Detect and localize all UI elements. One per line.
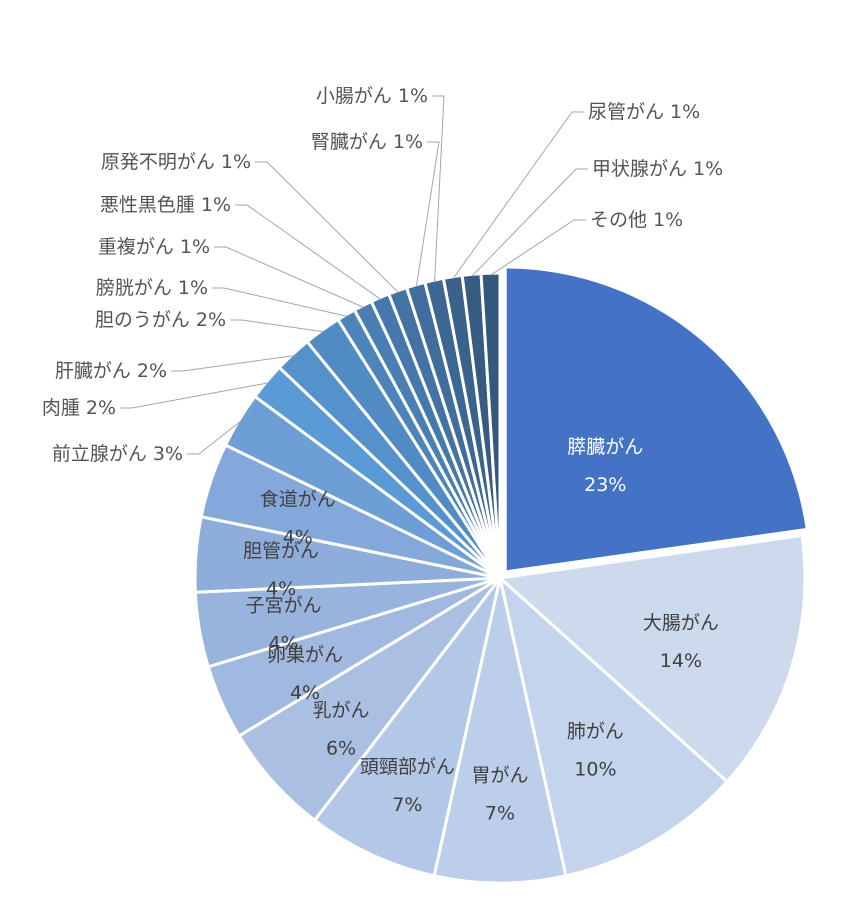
leader-line bbox=[415, 141, 440, 287]
slice-label: 膵臓がん bbox=[567, 436, 643, 458]
leader-line bbox=[235, 204, 382, 300]
pie-slice bbox=[496, 533, 807, 784]
slice-percent-label: 4% bbox=[290, 682, 320, 704]
slice-label: その他 1% bbox=[590, 209, 683, 231]
slice-percent-label: 6% bbox=[326, 738, 356, 760]
slice-percent-label: 4% bbox=[266, 578, 296, 600]
pie-slices bbox=[193, 265, 809, 885]
leader-line bbox=[490, 219, 586, 276]
slice-label: 重複がん 1% bbox=[98, 236, 210, 258]
slice-label: 腎臓がん 1% bbox=[311, 131, 423, 153]
slice-percent-label: 4% bbox=[269, 632, 299, 654]
leader-line bbox=[230, 319, 324, 333]
leader-line bbox=[187, 420, 242, 455]
leader-line bbox=[120, 382, 269, 409]
slice-label: 胆管がん bbox=[243, 540, 319, 562]
slice-label: 膀胱がん 1% bbox=[96, 277, 208, 299]
slice-label: 胃がん bbox=[471, 764, 528, 786]
slice-label: 大腸がん bbox=[643, 612, 719, 634]
slice-percent-label: 23% bbox=[584, 474, 626, 496]
slice-label: 前立腺がん 3% bbox=[52, 443, 183, 465]
slice-label: 尿管がん 1% bbox=[588, 101, 700, 123]
leader-line bbox=[452, 111, 584, 279]
pie-slice bbox=[497, 573, 730, 878]
slice-label: 肺がん bbox=[567, 720, 624, 742]
slice-label: 肝臓がん 2% bbox=[55, 360, 167, 382]
leader-line bbox=[471, 168, 588, 277]
slice-label: 甲状腺がん 1% bbox=[592, 158, 723, 180]
pie-slice bbox=[479, 271, 502, 579]
slice-label: 悪性黒色腫 1% bbox=[100, 194, 231, 216]
leader-line bbox=[171, 355, 295, 372]
leader-line bbox=[432, 95, 445, 283]
pie-slice bbox=[503, 265, 809, 574]
slice-label: 食道がん bbox=[260, 489, 336, 511]
leader-line bbox=[255, 161, 399, 293]
slice-label: 原発不明がん 1% bbox=[101, 151, 251, 173]
slice-label: 胆のうがん 2% bbox=[95, 309, 226, 331]
leader-line bbox=[214, 246, 364, 308]
slice-percent-label: 7% bbox=[392, 794, 422, 816]
slice-label: 肉腫 2% bbox=[42, 397, 116, 419]
slice-labels: 膵臓がん 23% 大腸がん 14% 肺がん 10% 胃がん 7% 頭頸部がん 7% 乳がん 6% 卵巣が… bbox=[42, 85, 723, 824]
pie-slice bbox=[312, 577, 502, 878]
slice-label: 卵巣がん bbox=[267, 644, 343, 666]
slice-label: 小腸がん 1% bbox=[316, 85, 428, 107]
slice-percent-label: 14% bbox=[660, 650, 702, 672]
slice-label: 頭頸部がん bbox=[360, 756, 455, 778]
slice-percent-label: 4% bbox=[283, 527, 313, 549]
pie-slice bbox=[432, 577, 568, 885]
slice-label: 子宮がん bbox=[246, 594, 322, 616]
slice-percent-label: 10% bbox=[574, 758, 616, 780]
leader-lines bbox=[120, 95, 588, 455]
slice-percent-label: 7% bbox=[485, 802, 515, 824]
slice-label: 乳がん bbox=[313, 700, 370, 722]
leader-line bbox=[212, 287, 348, 317]
